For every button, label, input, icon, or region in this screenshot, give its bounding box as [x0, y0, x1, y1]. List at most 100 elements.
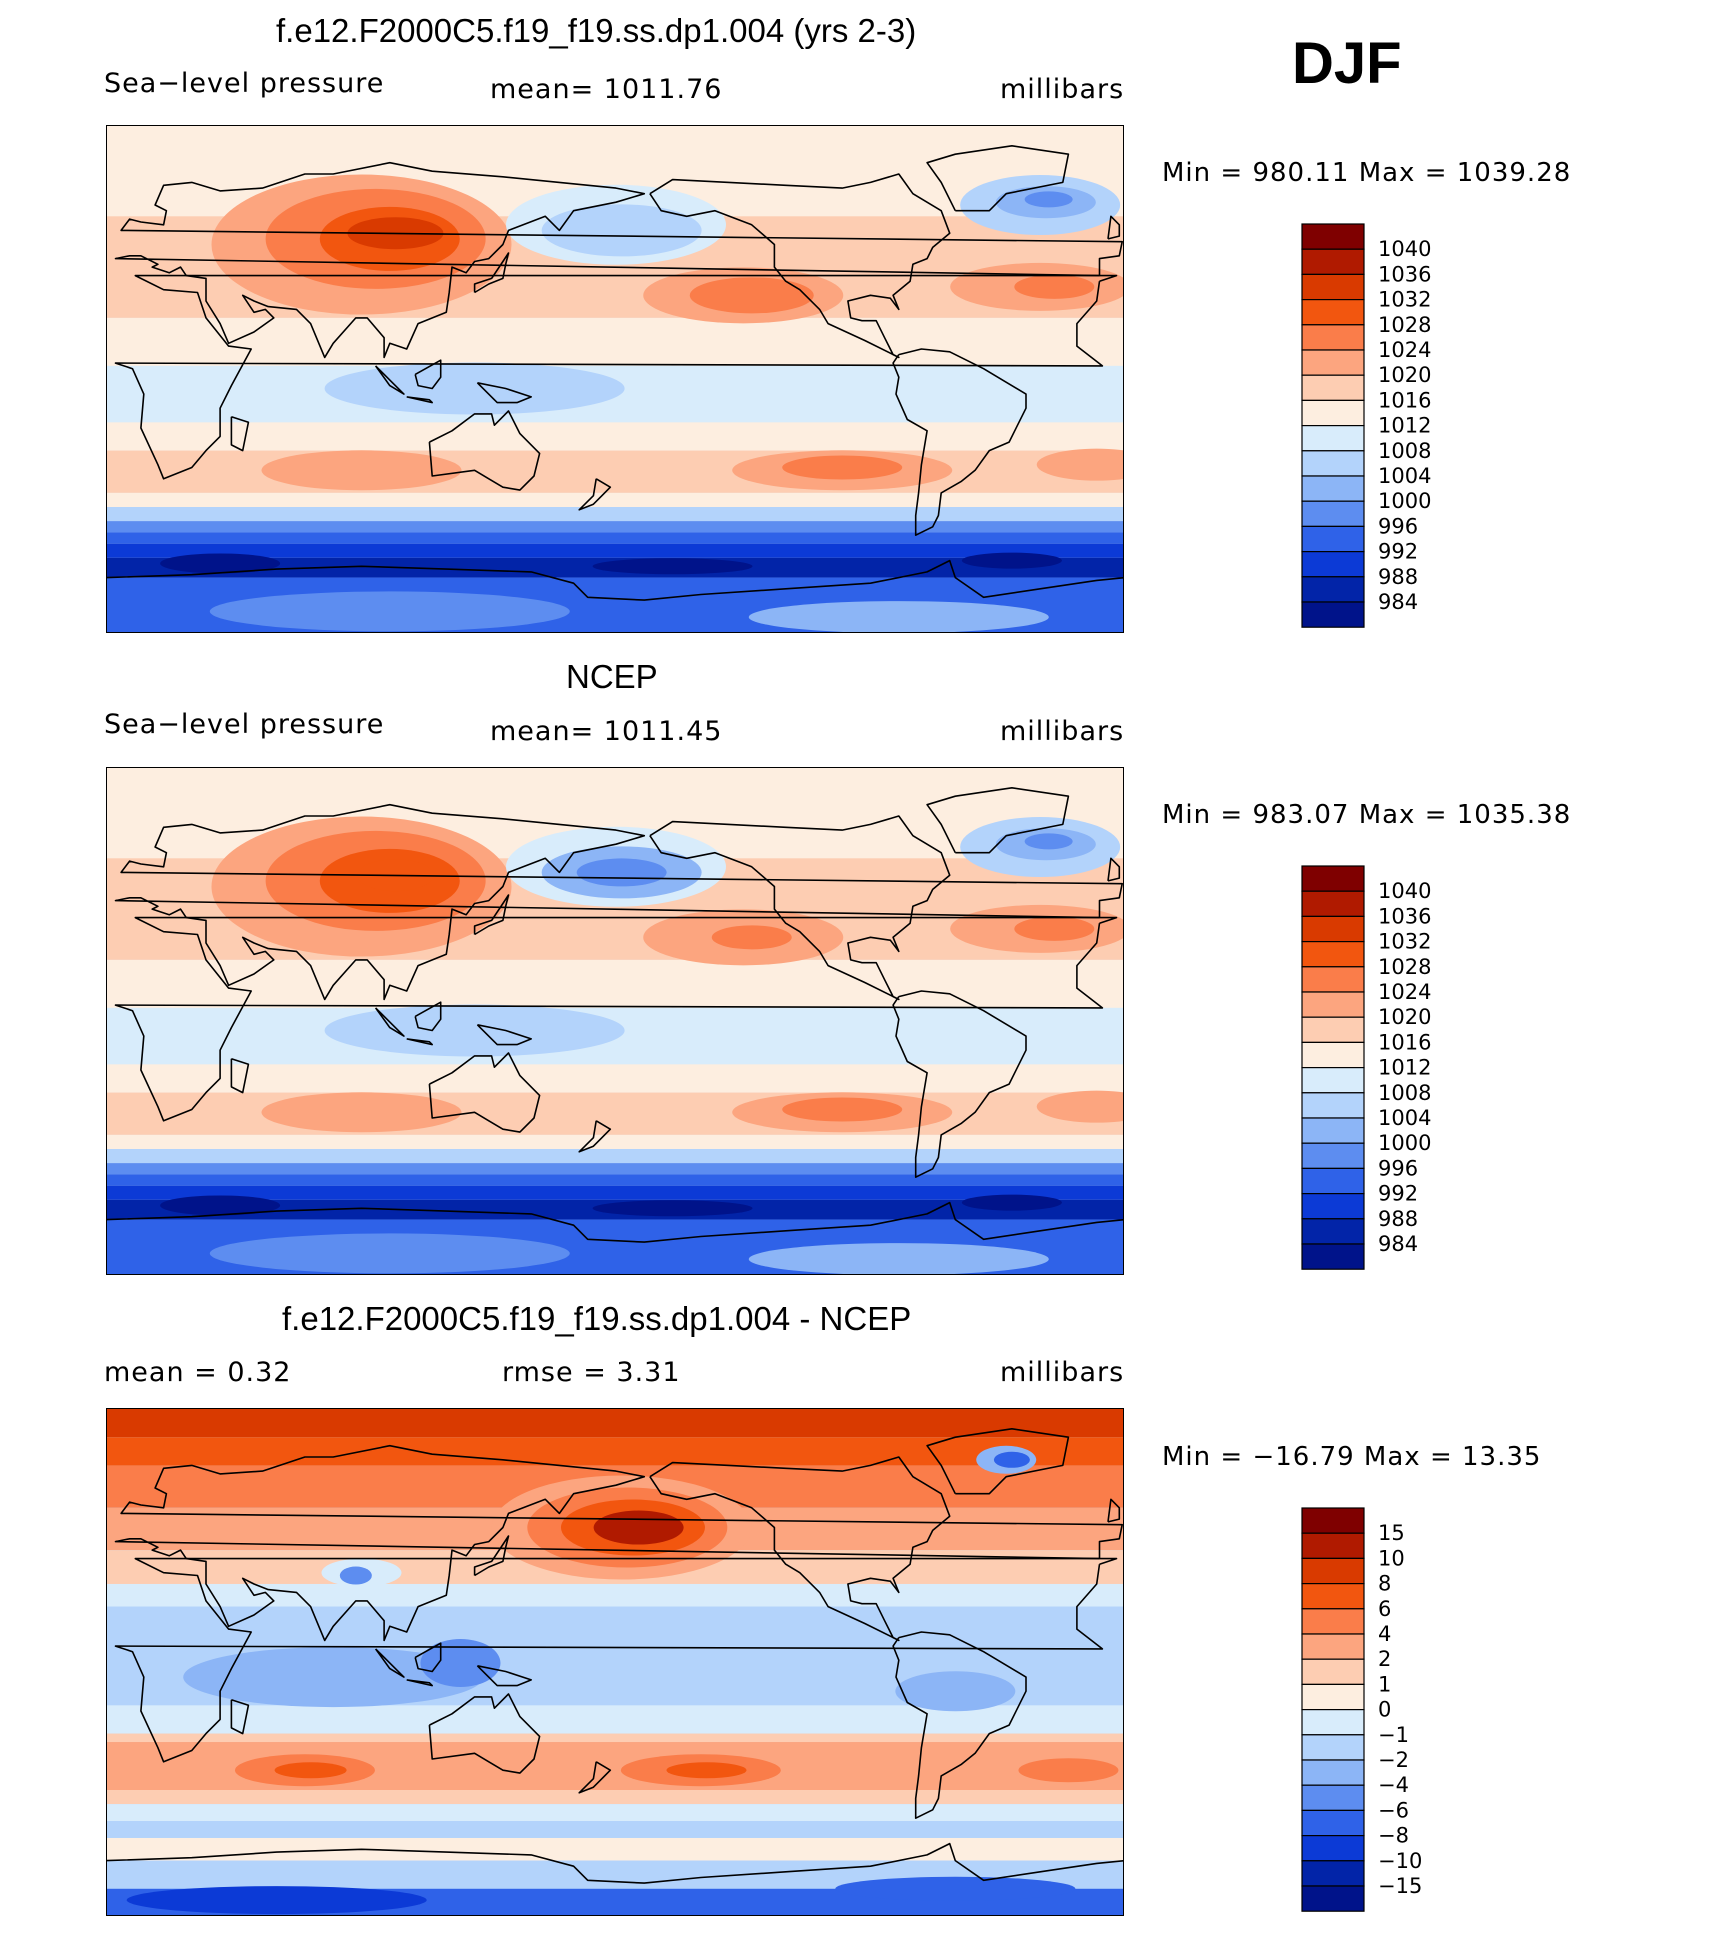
colorbar-swatch	[1301, 1507, 1365, 1534]
panel-3-mean-label: mean = 0.32	[104, 1357, 292, 1388]
colorbar-tick-label: 1008	[1378, 1081, 1431, 1105]
colorbar-swatch	[1301, 349, 1365, 376]
colorbar-tick-label: 988	[1378, 565, 1418, 589]
colorbar-tick-label: 988	[1378, 1207, 1418, 1231]
field-band	[107, 1837, 1123, 1861]
panel-3-title: f.e12.F2000C5.f19_f19.ss.dp1.004 - NCEP	[282, 1300, 912, 1337]
coastline	[578, 1761, 612, 1794]
colorbar-swatch	[1301, 324, 1365, 351]
colorbar-swatch	[1301, 1117, 1365, 1144]
coastline	[473, 1535, 510, 1577]
field-contour	[339, 1566, 372, 1585]
coastline	[892, 348, 1027, 536]
colorbar-tick-label: −8	[1378, 1824, 1409, 1848]
coastline	[374, 1007, 405, 1037]
colorbar-swatch	[1301, 1092, 1365, 1119]
colorbar-tick-label: 992	[1378, 540, 1418, 564]
panel-2-mean-label: mean= 1011.45	[490, 716, 723, 747]
colorbar-tick-label: 1012	[1378, 414, 1431, 438]
colorbar-tick-label: 1020	[1378, 1005, 1431, 1029]
coastline	[926, 145, 1070, 212]
colorbar-tick-label: 1028	[1378, 955, 1431, 979]
field-contour	[576, 858, 667, 887]
coastline	[428, 410, 541, 491]
colorbar-tick-label: 4	[1378, 1622, 1391, 1646]
colorbar-tick-label: −2	[1378, 1748, 1409, 1772]
coastline	[107, 1842, 1123, 1884]
field-contour	[592, 1200, 753, 1217]
colorbar-swatch	[1301, 1835, 1365, 1862]
panel-1-units-label: millibars	[1000, 74, 1125, 105]
colorbar-tick-label: 1024	[1378, 338, 1431, 362]
colorbar-swatch	[1301, 991, 1365, 1018]
coastline	[1107, 857, 1121, 882]
panel-1-map	[106, 125, 1124, 633]
field-contour	[274, 1762, 347, 1779]
colorbar-tick-label: 15	[1378, 1521, 1405, 1545]
coastline	[428, 1693, 541, 1774]
field-band	[107, 959, 1123, 1008]
panel-2-minmax: Min = 983.07 Max = 1035.38	[1162, 800, 1572, 830]
colorbar-tick-label: 1040	[1378, 879, 1431, 903]
field-band	[107, 317, 1123, 366]
coastline	[428, 1052, 541, 1133]
colorbar-swatch	[1301, 1016, 1365, 1043]
field-contour	[1024, 833, 1073, 850]
field-band	[107, 543, 1123, 558]
colorbar-tick-label: 1040	[1378, 237, 1431, 261]
coastline	[414, 1642, 442, 1673]
colorbar-tick-label: 1004	[1378, 464, 1431, 488]
colorbar-swatch	[1301, 1683, 1365, 1711]
coastline	[114, 274, 1118, 480]
field-contour	[961, 1194, 1062, 1211]
field-contour	[895, 1671, 1016, 1712]
colorbar-tick-label: 6	[1378, 1597, 1391, 1621]
colorbar-swatch	[1301, 1759, 1365, 1786]
coastline	[230, 1057, 250, 1094]
coastline	[892, 990, 1027, 1178]
field-band	[107, 1064, 1123, 1093]
colorbar-swatch	[1301, 966, 1365, 993]
field-contour	[261, 450, 462, 491]
field-contour	[1036, 448, 1123, 481]
colorbar-swatch	[1301, 399, 1365, 427]
panel-3-units-label: millibars	[1000, 1357, 1125, 1388]
colorbar-swatch	[1301, 1532, 1365, 1560]
panel-3-rmse-label: rmse = 3.31	[502, 1357, 681, 1388]
field-contour	[261, 1092, 462, 1133]
coastline	[473, 252, 510, 294]
coastline	[406, 1038, 433, 1046]
coastline	[926, 787, 1070, 854]
colorbar-swatch	[1301, 1193, 1365, 1220]
panel-2-map	[106, 767, 1124, 1275]
coastline	[926, 1428, 1070, 1495]
panel-1-mean-label: mean= 1011.76	[490, 74, 723, 105]
field-contour	[209, 591, 570, 632]
colorbar-tick-label: −1	[1378, 1723, 1409, 1747]
colorbar-swatch	[1301, 248, 1365, 276]
field-band	[107, 1149, 1123, 1164]
colorbar-swatch	[1301, 1557, 1365, 1585]
field-band	[107, 521, 1123, 533]
colorbar-swatch	[1301, 865, 1365, 892]
colorbar-swatch	[1301, 1784, 1365, 1812]
colorbar-tick-label: 1024	[1378, 980, 1431, 1004]
field-contour	[748, 601, 1049, 632]
colorbar-swatch	[1301, 1860, 1365, 1887]
coastline	[649, 815, 951, 1001]
colorbar-swatch	[1301, 1041, 1365, 1069]
coastline	[476, 1024, 532, 1046]
season-label: DJF	[1292, 31, 1402, 96]
colorbar-swatch	[1301, 1582, 1365, 1610]
colorbar-tick-label: 1000	[1378, 489, 1431, 513]
colorbar-swatch	[1301, 475, 1365, 502]
colorbar-tick-label: 1036	[1378, 904, 1431, 928]
coastline	[649, 173, 951, 359]
colorbar-swatch	[1301, 1658, 1365, 1685]
colorbar-tick-label: 1036	[1378, 262, 1431, 286]
field-contour	[961, 552, 1062, 569]
colorbar-swatch	[1301, 1218, 1365, 1245]
coastline	[892, 1631, 1027, 1819]
colorbar-swatch	[1301, 525, 1365, 553]
field-contour	[748, 1243, 1049, 1274]
